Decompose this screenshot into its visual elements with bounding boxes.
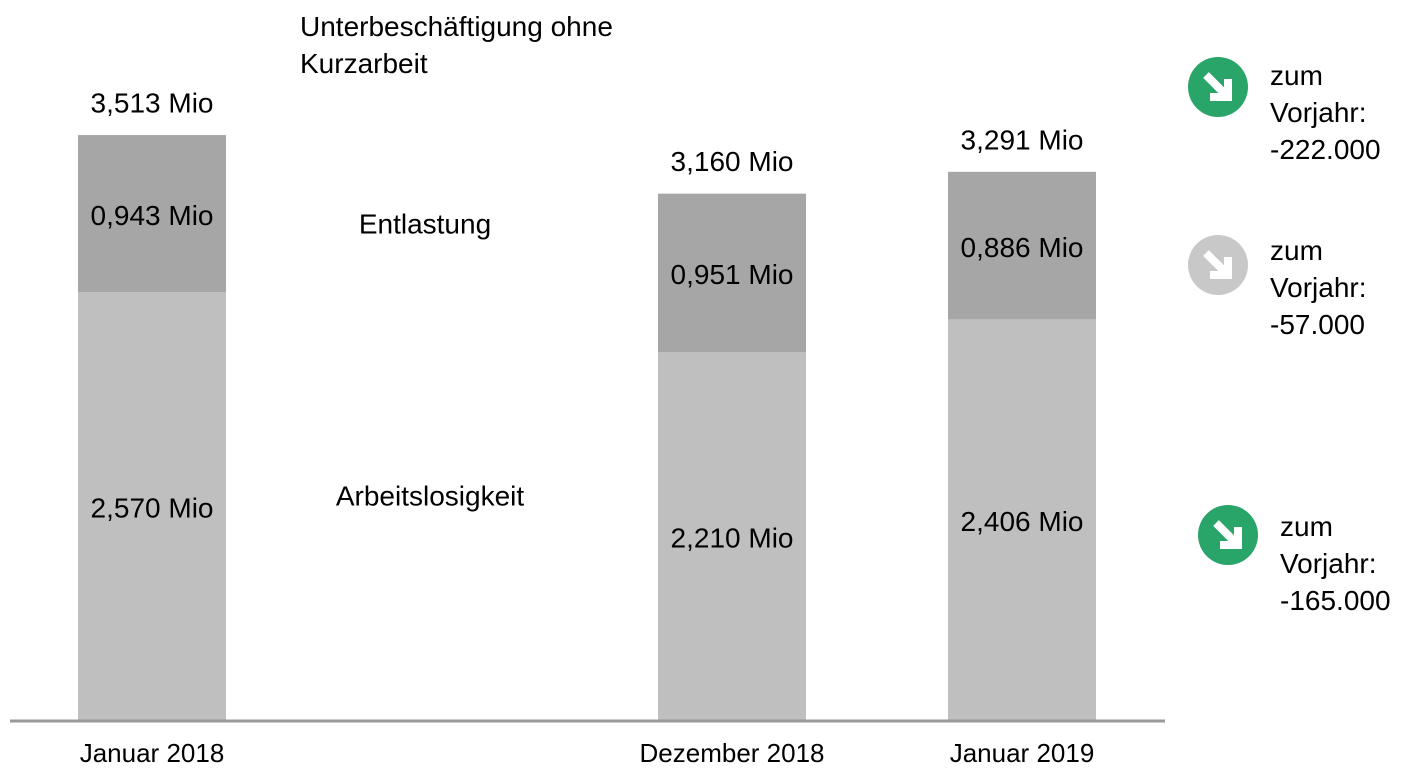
value-label: 0,886 Mio (961, 232, 1084, 263)
x-tick-label: Dezember 2018 (640, 738, 825, 768)
value-label: 0,951 Mio (671, 259, 794, 290)
annotation: zum Vorjahr: -57.000 (1270, 235, 1367, 340)
bar-segment (948, 319, 1096, 720)
value-label: 2,570 Mio (91, 492, 214, 523)
bar-segment (78, 292, 226, 720)
bar-segment (78, 135, 226, 293)
x-tick-label: Januar 2019 (950, 738, 1095, 768)
trend-arrow (1203, 250, 1232, 279)
value-label: 0,943 Mio (91, 200, 214, 231)
total-label: 3,160 Mio (671, 146, 794, 177)
totals-label: Unterbeschäftigung ohne Kurzarbeit (300, 11, 613, 79)
bar-segment (658, 352, 806, 720)
series-label: Entlastung (359, 208, 491, 239)
total-label: 3,291 Mio (961, 124, 1084, 155)
trend-arrow (1203, 72, 1232, 101)
annotation: zum Vorjahr: -165.000 (1280, 511, 1391, 616)
bar-segment (658, 193, 806, 353)
x-tick-label: Januar 2018 (80, 738, 225, 768)
value-label: 2,406 Mio (961, 506, 1084, 537)
annotation: zum Vorjahr: -222.000 (1270, 60, 1381, 165)
trend-arrow (1213, 520, 1242, 549)
value-label: 2,210 Mio (671, 522, 794, 553)
bar-segment (948, 171, 1096, 320)
series-label: Arbeitslosigkeit (336, 480, 525, 511)
total-label: 3,513 Mio (91, 87, 214, 118)
